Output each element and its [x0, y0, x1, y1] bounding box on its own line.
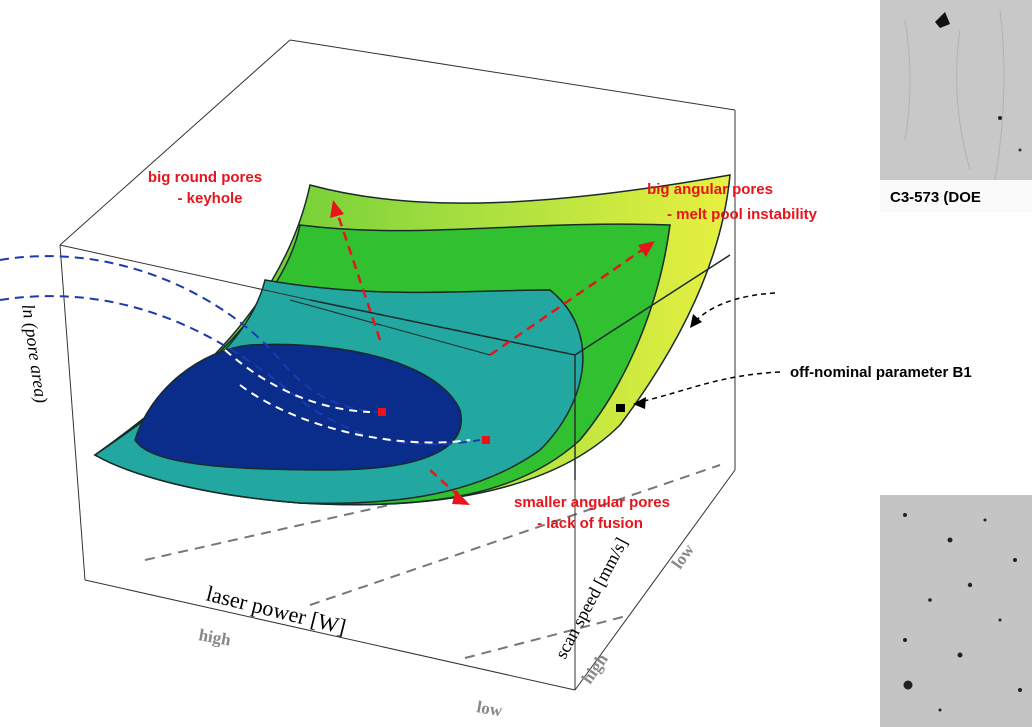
point — [482, 436, 490, 444]
micrograph-caption: C3-573 (DOE — [890, 189, 981, 206]
annotation: - melt pool instability — [667, 206, 818, 223]
annotation: big angular pores — [647, 181, 773, 198]
arrowheads — [330, 200, 655, 505]
surface — [93, 174, 731, 506]
arrowhead — [633, 397, 646, 409]
process-paths — [0, 255, 481, 446]
y-high: high — [578, 650, 612, 688]
micrograph-bottom — [880, 495, 1032, 727]
box-front — [59, 244, 576, 690]
point-b1 — [616, 404, 625, 412]
x-low: low — [475, 697, 504, 720]
y-axis-label: scan speed [mm/s] — [551, 534, 632, 662]
annotation: - keyhole — [177, 190, 242, 207]
black-arrows — [639, 292, 781, 403]
point — [378, 408, 386, 416]
floor-grid — [144, 464, 721, 659]
red-arrows — [335, 211, 646, 498]
arrowhead — [690, 314, 702, 328]
z-axis-label: ln (pore area) — [17, 303, 52, 405]
box — [59, 39, 736, 691]
annotation: - lack of fusion — [537, 515, 643, 532]
annotation: big round pores — [148, 169, 262, 186]
off-nominal-label: off-nominal parameter B1 — [790, 364, 972, 381]
path-highlight — [224, 349, 471, 444]
x-high: high — [197, 625, 232, 649]
annotation: smaller angular pores — [514, 494, 670, 511]
y-low: low — [668, 540, 699, 572]
micrograph-top — [880, 0, 1032, 212]
